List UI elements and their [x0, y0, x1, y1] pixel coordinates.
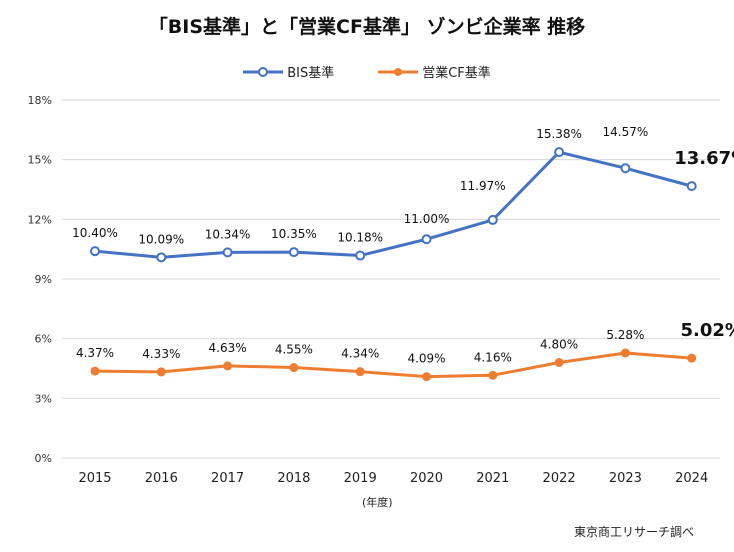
x-tick-label: 2022 [543, 471, 576, 486]
data-point [620, 163, 631, 174]
data-label: 4.80% [540, 338, 578, 352]
data-label: 10.09% [138, 232, 184, 246]
series-line [94, 150, 693, 259]
data-point [222, 247, 233, 258]
data-label: 5.02% [680, 320, 734, 341]
data-point [686, 181, 697, 192]
y-tick-label: 0% [35, 452, 52, 465]
data-point [90, 366, 100, 376]
x-tick-label: 2016 [145, 471, 178, 486]
data-label: 11.00% [404, 212, 450, 226]
data-point [620, 348, 630, 358]
data-label: 10.40% [72, 226, 118, 240]
data-label: 10.18% [337, 231, 383, 245]
data-point [289, 363, 299, 373]
source-note: 東京商工リサーチ調べ [573, 525, 694, 539]
data-label: 15.38% [536, 127, 582, 141]
data-point [355, 250, 366, 261]
data-label: 4.37% [76, 346, 114, 360]
y-tick-label: 12% [28, 213, 52, 226]
data-point [355, 367, 365, 377]
data-point [156, 367, 166, 377]
data-point [422, 372, 431, 382]
data-point [223, 361, 233, 371]
x-tick-label: 2015 [78, 471, 111, 486]
x-tick-label: 2023 [609, 471, 642, 486]
data-label: 5.28% [606, 328, 644, 342]
data-point [687, 353, 697, 363]
data-label: 4.55% [275, 343, 313, 357]
x-tick-label: 2018 [277, 471, 310, 486]
data-point [488, 370, 498, 380]
data-label: 14.57% [603, 125, 649, 139]
legend-item-bis: BIS基準 [243, 62, 334, 81]
chart-title: 「BIS基準」と「営業CF基準」 ゾンビ企業率 推移 [148, 16, 586, 38]
data-point [90, 246, 100, 257]
data-label: 4.09% [407, 352, 445, 366]
y-tick-label: 18% [28, 94, 52, 107]
y-tick-label: 6% [35, 333, 52, 346]
series-line [94, 351, 692, 379]
x-tick-label: 2021 [476, 471, 509, 486]
data-label: 4.63% [209, 341, 247, 355]
data-point [554, 358, 564, 368]
data-point [288, 247, 299, 258]
x-tick-label: 2017 [211, 471, 244, 486]
y-tick-label: 9% [35, 273, 52, 286]
legend: BIS基準 営業CF基準 [0, 62, 734, 81]
data-point [487, 214, 498, 225]
data-label: 10.35% [271, 227, 317, 241]
data-label: 10.34% [205, 227, 251, 241]
x-tick-label: 2020 [410, 471, 443, 486]
data-label: 4.33% [142, 347, 180, 361]
x-axis-label: (年度) [362, 496, 393, 509]
data-label: 11.97% [460, 179, 506, 193]
y-tick-label: 15% [28, 154, 52, 167]
data-label: 4.34% [341, 347, 379, 361]
x-tick-label: 2019 [344, 471, 377, 486]
x-tick-label: 2024 [675, 471, 708, 486]
data-label: 13.67% [674, 148, 734, 169]
legend-item-cf: 営業CF基準 [378, 62, 491, 81]
data-label: 4.16% [474, 350, 512, 364]
data-point [554, 147, 565, 158]
data-point [156, 252, 167, 263]
data-point [421, 234, 432, 245]
y-tick-label: 3% [35, 392, 52, 405]
